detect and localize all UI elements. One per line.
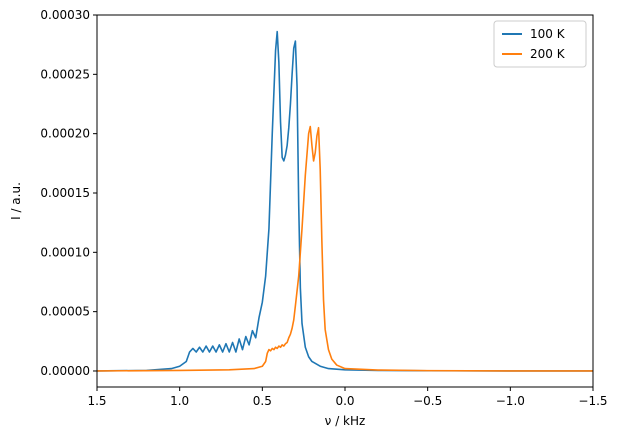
x-tick-label: 1.0: [170, 394, 189, 408]
y-tick-label: 0.00000: [40, 364, 90, 378]
y-tick-label: 0.00015: [40, 186, 90, 200]
x-axis-ticks: 1.5 1.0 0.5 0.0 −0.5 −1.0 −1.5: [87, 387, 608, 408]
y-tick-label: 0.00010: [40, 245, 90, 259]
y-tick-label: 0.00025: [40, 67, 90, 81]
legend: 100 K 200 K: [493, 20, 587, 68]
series-line-100k: [96, 30, 593, 372]
x-tick-label: −1.5: [578, 394, 607, 408]
legend-box: [493, 20, 587, 68]
y-tick-label: 0.00005: [40, 305, 90, 319]
y-axis-label: I / a.u.: [9, 182, 23, 220]
x-axis-label: ν / kHz: [325, 414, 366, 428]
legend-label-100k: 100 K: [530, 27, 566, 41]
series-line-200k: [96, 125, 593, 372]
y-tick-label: 0.00020: [40, 127, 90, 141]
x-tick-label: −0.5: [413, 394, 442, 408]
x-tick-label: 0.5: [253, 394, 272, 408]
x-tick-label: 1.5: [87, 394, 106, 408]
y-axis-ticks: 0.00000 0.00005 0.00010 0.00015 0.00020 0.000…: [40, 8, 97, 378]
y-tick-label: 0.00030: [40, 8, 90, 22]
x-tick-label: −1.0: [496, 394, 525, 408]
x-tick-label: 0.0: [335, 394, 354, 408]
series-layer: [96, 30, 593, 372]
legend-label-200k: 200 K: [530, 47, 566, 61]
axes-frame: [96, 14, 594, 388]
